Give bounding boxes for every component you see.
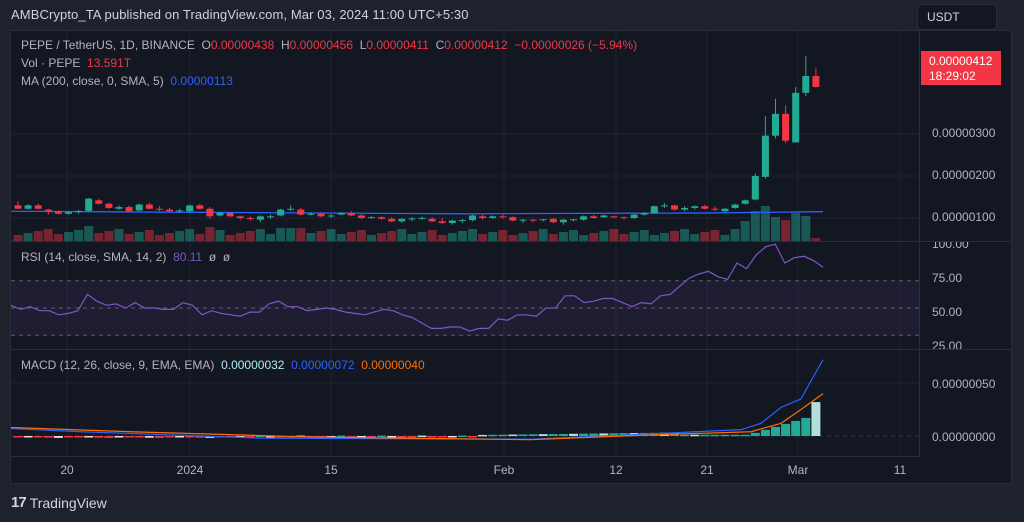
macd-line-value: 0.00000072 — [291, 358, 355, 372]
macd-histogram-value: 0.00000032 — [221, 358, 285, 372]
rsi-tick: 100.00 — [932, 242, 969, 251]
high-label: H — [280, 38, 290, 52]
time-axis-label: 11 — [893, 463, 907, 477]
change-value: −0.00000026 (−5.94%) — [514, 38, 638, 52]
rsi-tick: 50.00 — [932, 305, 963, 319]
rsi-extra-1: ø — [208, 250, 217, 264]
rsi-pane[interactable]: RSI (14, close, SMA, 14, 2) 80.11 ø ø — [11, 242, 919, 349]
time-axis-label: 15 — [324, 463, 338, 477]
currency-button[interactable]: USDT — [917, 4, 997, 30]
main-legend: PEPE / TetherUS, 1D, BINANCE O0.00000438… — [21, 36, 637, 90]
candlestick-chart — [11, 31, 919, 241]
time-axis-label: 20 — [60, 463, 74, 477]
pane-separator[interactable] — [11, 349, 1011, 350]
tradingview-branding[interactable]: 17 TradingView — [11, 494, 107, 511]
open-label: O — [201, 38, 211, 52]
rsi-tick: 25.00 — [932, 339, 963, 349]
ma-label[interactable]: MA (200, close, 0, SMA, 5) — [21, 74, 164, 88]
rsi-chart — [11, 242, 919, 349]
time-axis-label: 12 — [609, 463, 623, 477]
rsi-legend: RSI (14, close, SMA, 14, 2) 80.11 ø ø — [21, 248, 230, 266]
low-value: 0.00000411 — [366, 38, 429, 52]
low-label: L — [359, 38, 367, 52]
close-value: 0.00000412 — [444, 38, 508, 52]
close-label: C — [435, 38, 445, 52]
published-line: AMBCrypto_TA published on TradingView.co… — [11, 7, 469, 22]
pane-separator[interactable] — [11, 241, 1011, 242]
macd-tick: 0.00000050 — [932, 377, 996, 391]
last-price-value: 0.00000412 — [929, 54, 993, 68]
macd-chart — [11, 350, 919, 456]
time-axis[interactable]: 20 2024 15 Feb 12 21 Mar 11 — [11, 456, 919, 484]
macd-legend: MACD (12, 26, close, 9, EMA, EMA) 0.0000… — [21, 356, 425, 374]
open-value: 0.00000438 — [210, 38, 275, 52]
time-axis-separator — [11, 456, 919, 457]
macd-tick: 0.00000000 — [932, 430, 996, 444]
last-price-tag: 0.00000412 18:29:02 — [921, 51, 1001, 85]
ma-value: 0.00000113 — [170, 74, 233, 88]
macd-pane[interactable]: MACD (12, 26, close, 9, EMA, EMA) 0.0000… — [11, 350, 919, 456]
rsi-tick: 75.00 — [932, 271, 963, 285]
time-axis-label: Feb — [493, 463, 515, 477]
time-axis-label: Mar — [787, 463, 809, 477]
macd-scale[interactable]: 0.00000050 0.00000000 — [919, 350, 1011, 456]
high-value: 0.00000456 — [289, 38, 354, 52]
symbol-label[interactable]: PEPE / TetherUS, 1D, BINANCE — [21, 38, 195, 52]
price-tick: 0.00000300 — [932, 126, 996, 140]
tradingview-logo-icon: 17 — [11, 494, 27, 511]
bar-countdown: 18:29:02 — [929, 69, 976, 83]
price-tick: 0.00000200 — [932, 168, 996, 182]
rsi-extra-2: ø — [222, 250, 231, 264]
rsi-scale[interactable]: 100.00 75.00 50.00 25.00 — [919, 242, 1011, 349]
tradingview-brand: TradingView — [29, 494, 107, 511]
chart-frame: PEPE / TetherUS, 1D, BINANCE O0.00000438… — [10, 30, 1012, 484]
macd-label[interactable]: MACD (12, 26, close, 9, EMA, EMA) — [21, 358, 215, 372]
price-scale[interactable]: 0.00000300 0.00000200 0.00000100 — [919, 31, 1011, 241]
volume-value: 13.591T — [87, 56, 132, 70]
rsi-value: 80.11 — [173, 250, 203, 264]
price-tick: 0.00000100 — [932, 210, 996, 224]
price-pane[interactable]: PEPE / TetherUS, 1D, BINANCE O0.00000438… — [11, 31, 919, 241]
time-axis-label: 2024 — [176, 463, 204, 477]
macd-signal-value: 0.00000040 — [361, 358, 425, 372]
time-axis-label: 21 — [700, 463, 714, 477]
volume-label[interactable]: Vol · PEPE — [21, 56, 81, 70]
rsi-label[interactable]: RSI (14, close, SMA, 14, 2) — [21, 250, 167, 264]
